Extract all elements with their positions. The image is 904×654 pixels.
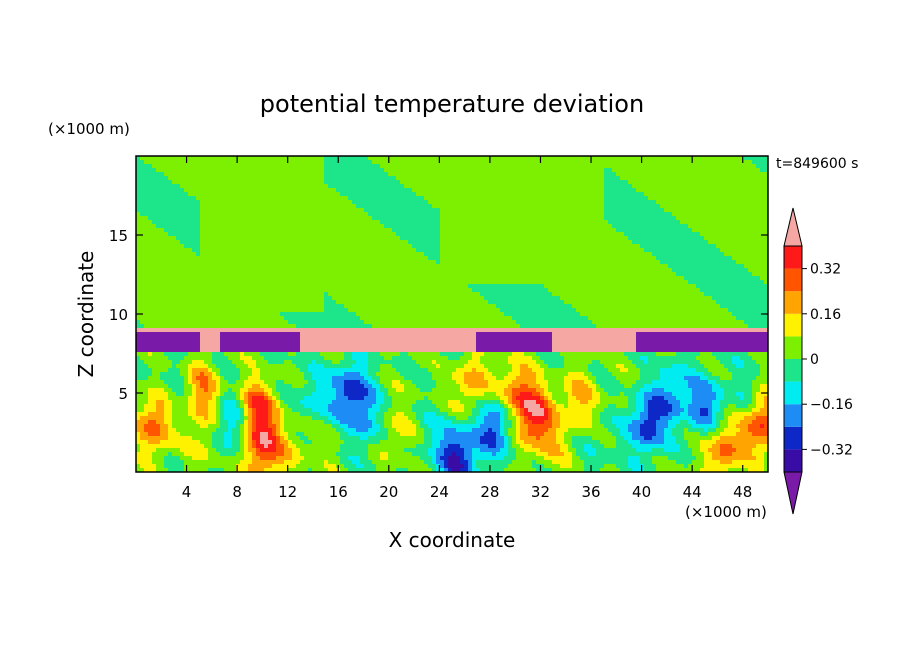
x-tick-label: 40 xyxy=(632,483,651,501)
y-unit-label: (×1000 m) xyxy=(48,120,130,138)
x-tick-label: 28 xyxy=(480,483,499,501)
colorbar-label: −0.32 xyxy=(810,442,853,458)
colorbar-band xyxy=(784,336,802,359)
x-axis-title: X coordinate xyxy=(389,528,516,552)
x-tick-label: 48 xyxy=(733,483,752,501)
colorbar-band xyxy=(784,313,802,337)
colorbar-label: 0.16 xyxy=(810,307,841,323)
colorbar-band xyxy=(784,359,802,382)
colorbar-band xyxy=(784,268,802,292)
colorbar-band xyxy=(784,291,802,314)
colorbar-band xyxy=(784,381,802,405)
colorbar-band xyxy=(784,426,802,450)
y-tick-label: 10 xyxy=(109,306,128,324)
x-tick-label: 24 xyxy=(430,483,449,501)
time-label: t=849600 s xyxy=(776,156,858,172)
colorbar-label: 0.32 xyxy=(810,262,841,278)
x-tick-label: 32 xyxy=(531,483,550,501)
colorbar-band xyxy=(784,246,802,269)
colorbar-label: 0 xyxy=(810,352,819,368)
y-axis-title: Z coordinate xyxy=(74,251,98,378)
colorbar: 0.32 0.16 0 −0.16 −0.32 xyxy=(783,207,853,515)
x-tick-label: 12 xyxy=(278,483,297,501)
x-tick-label: 44 xyxy=(683,483,702,501)
colorbar-band xyxy=(784,404,802,427)
x-tick-label: 8 xyxy=(232,483,242,501)
x-tick-label: 4 xyxy=(182,483,192,501)
x-tick-label: 36 xyxy=(581,483,600,501)
y-axis: 5 10 15 xyxy=(109,227,768,403)
colorbar-min-arrow xyxy=(783,471,803,515)
temperature-field xyxy=(136,156,768,472)
x-tick-label: 16 xyxy=(329,483,348,501)
x-tick-label: 20 xyxy=(379,483,398,501)
chart-title: potential temperature deviation xyxy=(260,90,644,118)
colorbar-label: −0.16 xyxy=(810,397,853,413)
colorbar-band xyxy=(784,449,802,472)
y-tick-label: 15 xyxy=(109,227,128,245)
x-axis: 4 8 12 16 20 24 28 32 36 40 44 48 xyxy=(182,156,752,501)
x-unit-label: (×1000 m) xyxy=(685,503,767,521)
colorbar-max-arrow xyxy=(783,207,803,247)
y-tick-label: 5 xyxy=(118,385,128,403)
